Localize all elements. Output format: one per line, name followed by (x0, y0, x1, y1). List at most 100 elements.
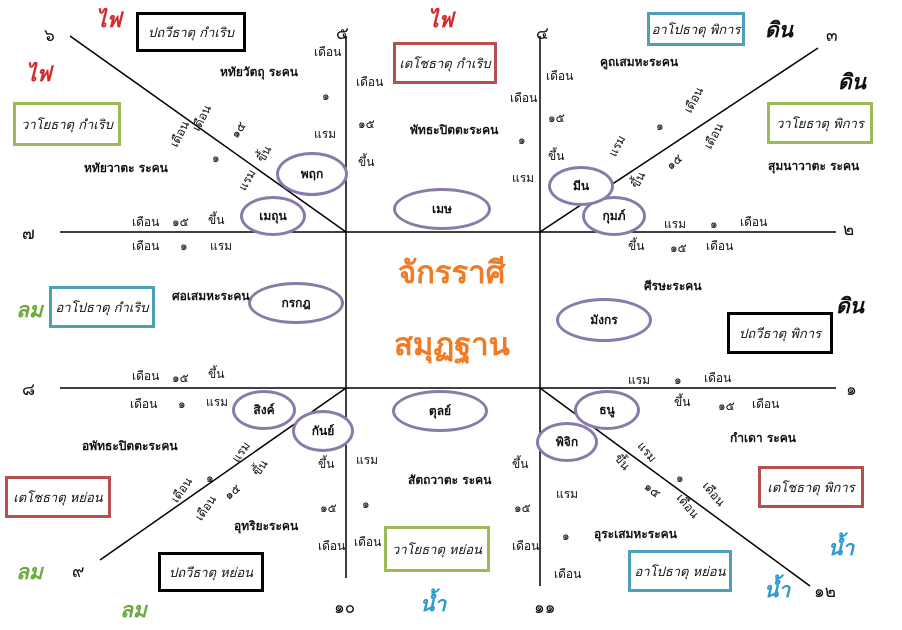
box-vayo-yon: วาโยธาตุ หย่อน (384, 526, 490, 572)
house-number-4: ๔ (536, 24, 549, 44)
diagonal-line-top-left (69, 35, 347, 233)
day-label: ๑๕ (718, 399, 735, 413)
rem-label: แรม (206, 395, 229, 409)
rem-label: แรม (512, 171, 535, 185)
month-label: เดือน (318, 539, 346, 553)
rem-label: แรม (664, 217, 687, 231)
day-label: ๑ (674, 373, 682, 387)
box-techo-kamrerb: เตโชธาตุ กำเริบ (393, 42, 497, 84)
box-apo-pikan: อาโปธาตุ พิการ (647, 12, 745, 46)
organ-sisa: ศีรษะระคน (644, 279, 702, 293)
box-pathavi-kamrerb: ปถวีธาตุ กำเริบ (136, 12, 246, 52)
element-water-3: น้ำ (764, 578, 791, 602)
day-label: ๑ (206, 471, 214, 485)
zodiac-methun: เมถุน (240, 196, 306, 236)
day-label: ๑๕ (548, 111, 565, 125)
organ-aphattha: อพัทธะปิตตะระคน (82, 439, 178, 453)
zodiac-sing: สิงค์ (232, 390, 296, 430)
organ-sattava: สัตถวาตะ ระคน (408, 473, 492, 487)
rem-label: แรม (314, 127, 337, 141)
month-label: เดือน (354, 535, 382, 549)
house-number-11: ๑๑ (534, 598, 556, 618)
organ-urasemha: อุระเสมหะระคน (594, 527, 677, 541)
khuen-label: ขึ้น (318, 457, 335, 471)
month-label: เดือน (546, 69, 574, 83)
month-label: เดือน (740, 215, 768, 229)
day-label: ๑ (562, 529, 570, 543)
organ-phattha: พัทธะปิตตะระคน (410, 123, 499, 137)
element-wind-1: ลม (16, 298, 43, 322)
house-number-2: ๒ (843, 220, 855, 240)
house-number-8: ๘ (22, 380, 36, 400)
organ-sotsemha: ศอเสมหะระคน (172, 289, 250, 303)
day-label: ๑ (212, 151, 220, 165)
day-label: ๑๕ (670, 241, 687, 255)
khuen-label: ขึ้น (628, 239, 645, 253)
khuen-label: ขึ้น (358, 155, 375, 169)
month-label: เดือน (314, 45, 342, 59)
day-label: ๑๕ (320, 501, 337, 515)
house-number-12: ๑๒ (814, 582, 836, 602)
house-number-9: ๙ (72, 562, 85, 582)
month-label: เดือน (706, 239, 734, 253)
element-fire-1: ไฟ (96, 8, 122, 32)
element-earth-3: ดิน (836, 294, 864, 318)
element-earth-2: ดิน (838, 70, 866, 94)
box-techo-yon: เตโชธาตุ หย่อน (5, 476, 111, 518)
day-label: ๑๕ (358, 117, 375, 131)
title-line-2: สมุฏฐาน (394, 327, 510, 363)
house-number-6: ๖ (44, 26, 55, 46)
organ-kamdao: กำเดา ระคน (730, 431, 796, 445)
khuen-label: ขึ้น (208, 367, 225, 381)
organ-hathaivata: หทัยวาตะ ระคน (84, 161, 168, 175)
khuen-label: ขึ้น (674, 395, 691, 409)
zodiac-mesa: เมษ (393, 188, 491, 230)
day-label: ๑ (676, 471, 684, 485)
day-label: ๑๕ (172, 215, 189, 229)
organ-uthari: อุทริยะระคน (234, 519, 299, 533)
rem-label: แรม (556, 487, 579, 501)
box-techo-pikan: เตโชธาตุ พิการ (758, 466, 864, 508)
box-vayo-pikan: วาโยธาตุ พิการ (767, 102, 873, 144)
day-label: ๑๕ (172, 371, 189, 385)
element-fire-3: ไฟ (428, 8, 454, 32)
zodiac-mangkon: มังกร (556, 298, 652, 342)
box-pathavi-yon: ปถวีธาตุ หย่อน (158, 552, 264, 592)
box-apo-yon: อาโปธาตุ หย่อน (628, 550, 732, 592)
day-label: ๑ (518, 133, 526, 147)
zodiac-pichik: พิจิก (536, 422, 598, 462)
house-number-3: ๓ (826, 26, 838, 46)
house-number-7: ๗ (22, 224, 35, 244)
zodiac-min: มีน (548, 166, 614, 206)
zodiac-kan: กันย์ (292, 410, 354, 452)
month-label: เดือน (554, 567, 582, 581)
element-wind-3: ลม (120, 598, 147, 622)
box-vayo-kamrerb: วาโยธาตุ กำเริบ (13, 102, 121, 146)
month-label: เดือน (752, 397, 780, 411)
month-label: เดือน (132, 215, 160, 229)
rem-label: แรม (356, 453, 379, 467)
rem-label: แรม (628, 373, 651, 387)
element-fire-2: ไฟ (26, 62, 52, 86)
month-label: เดือน (132, 239, 160, 253)
rem-label: แรม (210, 239, 233, 253)
month-label: เดือน (356, 75, 384, 89)
title-line-1: จักรราศี (398, 255, 506, 291)
khuen-label: ขึ้น (512, 457, 529, 471)
month-label: เดือน (704, 371, 732, 385)
month-label: เดือน (512, 539, 540, 553)
box-pathavi-pikan: ปถวีธาตุ พิการ (727, 312, 833, 354)
day-label: ๑ (178, 397, 186, 411)
month-label: เดือน (132, 369, 160, 383)
zodiac-kum: กุมภ์ (582, 196, 646, 236)
day-label: ๑ (710, 217, 718, 231)
box-apo-kamrerb: อาโปธาตุ กำเริบ (49, 286, 155, 328)
organ-hathaivatthu: หทัยวัตถุ ระคน (220, 65, 298, 79)
house-number-10: ๑๐ (334, 598, 356, 618)
day-label: ๑ (656, 119, 664, 133)
khuen-label: ขึ้น (208, 213, 225, 227)
zodiac-kakot: กรกฎ (248, 282, 344, 324)
day-label: ๑๕ (514, 501, 531, 515)
